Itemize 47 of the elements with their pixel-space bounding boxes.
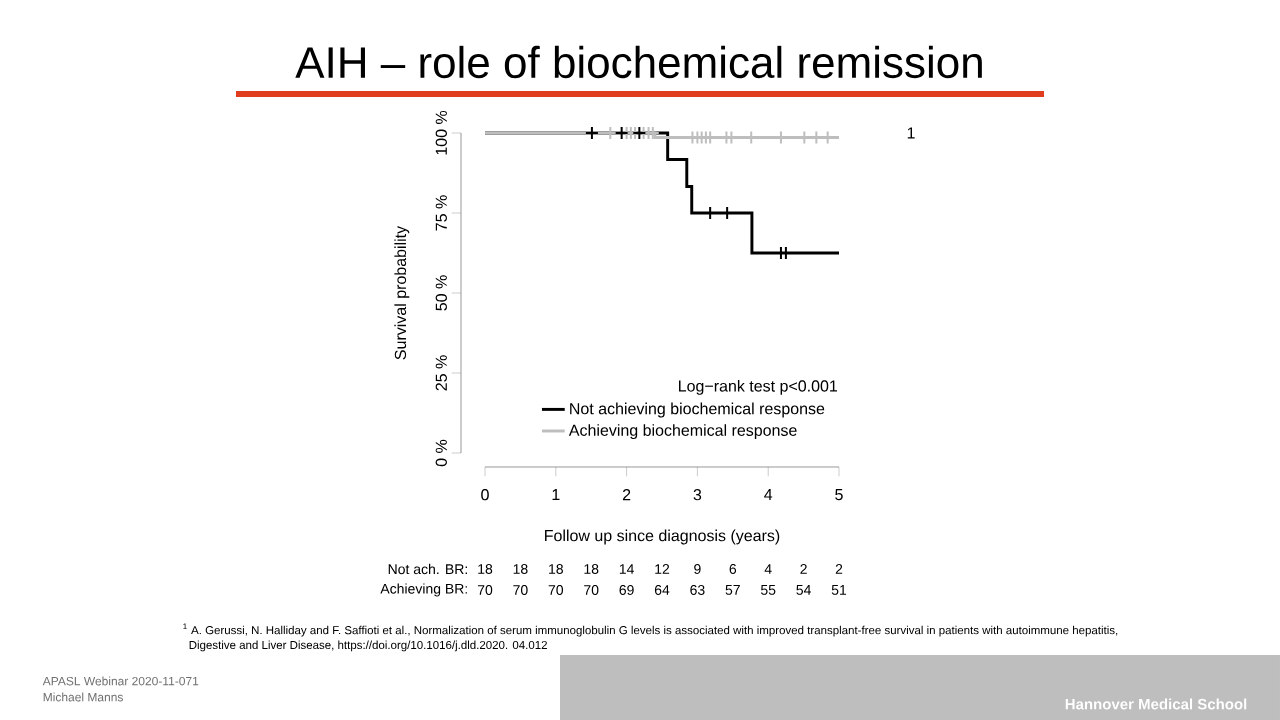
legend-label: Achieving biochemical response (568, 424, 797, 440)
y-axis-title: Survival probability (394, 225, 410, 360)
text: Hannover Medical School (1065, 698, 1247, 710)
text: 51 (831, 585, 847, 595)
y-tick-label: 0 % (435, 439, 447, 467)
text: 63 (690, 585, 705, 595)
x-tick-label: 3 (693, 489, 702, 501)
text: 18 (513, 564, 528, 574)
y-tick-label: 25 % (435, 355, 447, 391)
text: 18 (478, 564, 493, 574)
text: 69 (619, 585, 634, 595)
text: 18 (549, 564, 563, 574)
text: APASL Webinar 2020-11-071 (42, 676, 199, 686)
legend-label: Not achieving biochemical response (570, 402, 825, 418)
x-tick-label: 5 (835, 489, 843, 501)
text: Michael Manns (43, 692, 123, 702)
x-axis-title: Follow up since diagnosis (years) (545, 529, 780, 545)
x-tick-label: 4 (764, 489, 773, 501)
text: 70 (477, 585, 493, 595)
text: 70 (513, 585, 528, 595)
text: 70 (584, 585, 599, 595)
text: Not ach. BR: (388, 563, 467, 575)
text: 18 (584, 564, 599, 574)
text: 70 (548, 585, 564, 595)
text: 2 (835, 564, 843, 574)
text: 55 (760, 585, 776, 595)
y-tick-label: 100 % (435, 110, 447, 155)
text: Achieving BR: (380, 583, 467, 597)
text: 1 (907, 127, 915, 139)
text: 6 (729, 564, 737, 574)
text: 64 (654, 585, 670, 595)
text: 14 (619, 564, 634, 574)
annotation: Log−rank test p<0.001 (679, 379, 838, 395)
x-tick-label: 0 (481, 489, 489, 501)
text: Digestive and Liver Disease, https://doi.org/10.1016/j.dld.2020. 04.012 (189, 640, 547, 652)
x-tick-label: 2 (622, 489, 631, 501)
text: 12 (655, 564, 670, 574)
text: 2 (800, 564, 807, 574)
text: 57 (725, 585, 740, 595)
text: 54 (796, 585, 811, 595)
chart-title: AIH – role of biochemical remission (295, 45, 982, 79)
x-tick-label: 1 (552, 489, 560, 501)
text: $^{1}$ A. Gerussi, N. Halliday and F. Saffioti et al., Normalization of serum immunoglobulin G levels is associated with improved transplant-free survival in patients with autoimmune hepatitis, (183, 623, 1118, 637)
y-tick-label: 50 % (435, 275, 447, 311)
text: 4 (764, 564, 772, 574)
y-tick-label: 75 % (435, 195, 447, 231)
text: 9 (694, 564, 701, 574)
